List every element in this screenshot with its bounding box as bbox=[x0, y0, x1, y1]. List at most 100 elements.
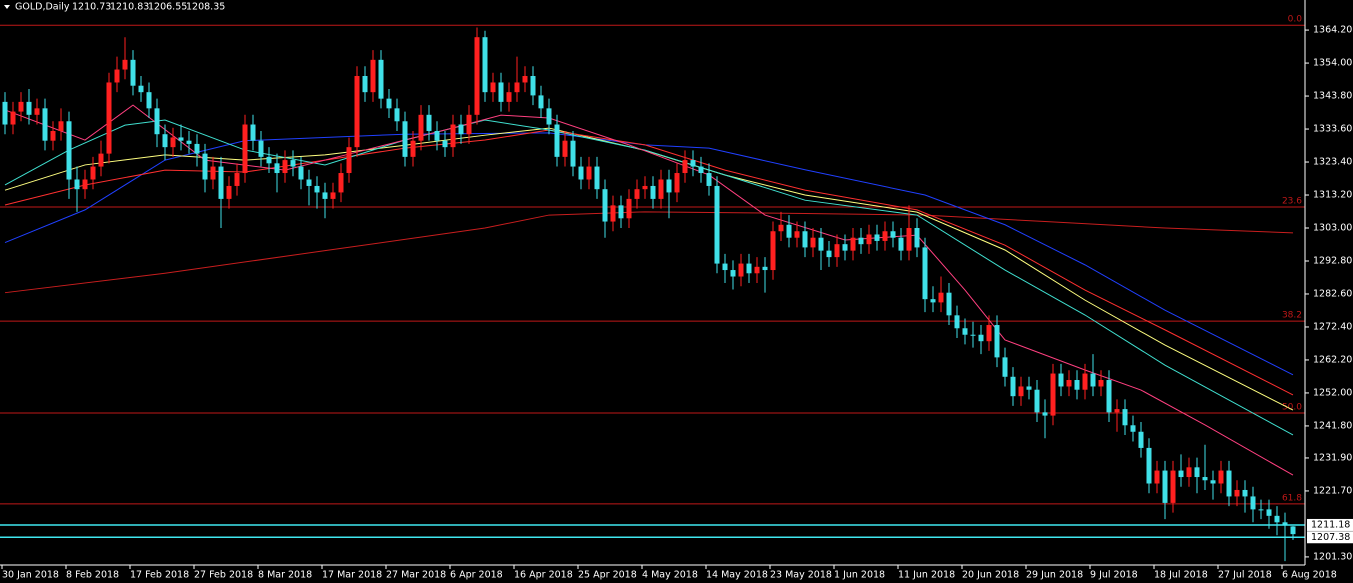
fib-label: 23.6 bbox=[1282, 196, 1302, 206]
candle-body bbox=[418, 114, 424, 141]
candle-body bbox=[858, 237, 864, 245]
candle-body bbox=[1026, 386, 1032, 390]
candle-body bbox=[602, 189, 608, 222]
candle-body bbox=[82, 179, 88, 190]
candle-body bbox=[1266, 509, 1272, 516]
candle-body bbox=[882, 231, 888, 241]
candle-body bbox=[866, 234, 872, 245]
candle-body bbox=[746, 263, 752, 274]
open-label: 1210.73 bbox=[72, 2, 111, 13]
candle-body bbox=[986, 325, 992, 342]
candle-body bbox=[114, 69, 120, 83]
candle-body bbox=[818, 237, 824, 251]
candle-body bbox=[1274, 515, 1280, 523]
candle-body bbox=[1162, 470, 1168, 503]
candle-body bbox=[778, 224, 784, 232]
candle-body bbox=[234, 173, 240, 186]
candle-body bbox=[802, 231, 808, 248]
candle-body bbox=[538, 95, 544, 109]
x-tick-label: 20 Jun 2018 bbox=[962, 570, 1019, 581]
candle-body bbox=[674, 173, 680, 193]
candle-body bbox=[466, 114, 472, 135]
x-tick-label: 4 May 2018 bbox=[642, 570, 698, 581]
candle-body bbox=[74, 179, 80, 190]
candle-body bbox=[242, 124, 248, 174]
x-tick-label: 23 May 2018 bbox=[770, 570, 832, 581]
candle-body bbox=[1210, 480, 1216, 484]
candle-body bbox=[258, 140, 264, 157]
candle-body bbox=[42, 108, 48, 141]
price-label-box bbox=[1307, 518, 1353, 531]
x-tick-label: 18 Jul 2018 bbox=[1154, 570, 1208, 581]
candle-body bbox=[1290, 526, 1296, 535]
x-tick-label: 1 Jun 2018 bbox=[834, 570, 885, 581]
candle-body bbox=[642, 185, 648, 190]
candle-body bbox=[970, 334, 976, 336]
candle-body bbox=[626, 198, 632, 219]
menu-arrow[interactable] bbox=[4, 5, 10, 9]
candle-body bbox=[210, 166, 216, 180]
candle-body bbox=[946, 292, 952, 316]
candle-body bbox=[1170, 470, 1176, 503]
x-tick-label: 29 Jun 2018 bbox=[1026, 570, 1083, 581]
candle-body bbox=[770, 231, 776, 271]
candle-body bbox=[58, 121, 64, 131]
candle-body bbox=[842, 244, 848, 251]
candle-body bbox=[1250, 496, 1256, 510]
candle-body bbox=[218, 166, 224, 199]
candle-body bbox=[874, 234, 880, 241]
candle-body bbox=[1146, 447, 1152, 484]
candle-body bbox=[18, 101, 24, 112]
candle-body bbox=[978, 334, 984, 342]
x-tick-label: 16 Apr 2018 bbox=[514, 570, 573, 581]
y-tick-label: 1262.20 bbox=[1313, 354, 1352, 365]
close-label: 1208.35 bbox=[186, 2, 225, 13]
candle-body bbox=[1122, 409, 1128, 426]
candle-body bbox=[890, 231, 896, 238]
candle-body bbox=[162, 134, 168, 148]
candle-body bbox=[898, 237, 904, 251]
candle-body bbox=[346, 147, 352, 174]
candle-body bbox=[906, 228, 912, 251]
candle-body bbox=[202, 153, 208, 180]
candle-body bbox=[322, 192, 328, 199]
candle-body bbox=[450, 124, 456, 148]
x-tick-label: 8 Mar 2018 bbox=[258, 570, 312, 581]
candle-body bbox=[226, 185, 232, 199]
candle-body bbox=[1058, 373, 1064, 387]
y-tick-label: 1323.40 bbox=[1313, 157, 1352, 168]
fib-label: 0.0 bbox=[1288, 15, 1303, 25]
x-tick-label: 6 Aug 2018 bbox=[1282, 570, 1337, 581]
candle-body bbox=[282, 160, 288, 174]
candle-body bbox=[1202, 477, 1208, 481]
candle-body bbox=[122, 59, 128, 70]
candle-body bbox=[1090, 373, 1096, 387]
y-tick-label: 1343.80 bbox=[1313, 91, 1352, 102]
x-tick-label: 25 Apr 2018 bbox=[578, 570, 637, 581]
candle-body bbox=[706, 173, 712, 186]
candle-body bbox=[1282, 522, 1288, 526]
candle-body bbox=[1178, 470, 1184, 478]
candle-body bbox=[834, 244, 840, 258]
y-tick-label: 1313.20 bbox=[1313, 190, 1352, 201]
candle-body bbox=[666, 179, 672, 193]
candle-body bbox=[402, 121, 408, 157]
moving-average-line bbox=[4, 211, 1294, 294]
y-tick-label: 1201.30 bbox=[1313, 551, 1352, 562]
candle-body bbox=[1042, 412, 1048, 416]
candle-body bbox=[722, 263, 728, 271]
candle-body bbox=[1018, 386, 1024, 397]
candle-body bbox=[546, 108, 552, 125]
y-tick-label: 1282.60 bbox=[1313, 288, 1352, 299]
candle-body bbox=[698, 166, 704, 174]
candle-body bbox=[658, 179, 664, 199]
candle-body bbox=[1138, 431, 1144, 448]
x-tick-label: 8 Feb 2018 bbox=[66, 570, 119, 581]
candle-body bbox=[194, 143, 200, 154]
candle-body bbox=[914, 228, 920, 248]
candle-body bbox=[474, 37, 480, 115]
candle-body bbox=[586, 166, 592, 180]
candle-body bbox=[1218, 470, 1224, 484]
candle-body bbox=[290, 160, 296, 167]
candle-body bbox=[994, 325, 1000, 358]
